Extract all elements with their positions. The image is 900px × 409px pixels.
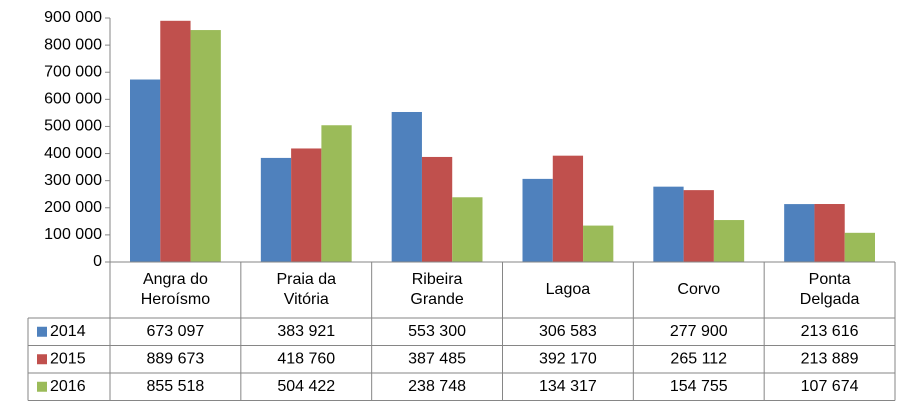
y-tick-label: 700 000: [44, 63, 102, 80]
y-tick-label: 800 000: [44, 36, 102, 53]
data-table-cell: 277 900: [670, 323, 728, 340]
x-tick-label: Ponta: [809, 271, 851, 288]
data-table-cell: 673 097: [146, 323, 204, 340]
bar: [522, 178, 553, 262]
data-table-cell: 392 170: [539, 350, 597, 367]
data-table-cell: 265 112: [670, 350, 727, 367]
y-tick-label: 600 000: [44, 91, 102, 108]
x-tick-label: Heroísmo: [141, 291, 210, 308]
x-tick-label: Vitória: [284, 291, 329, 308]
x-tick-label: Delgada: [800, 291, 860, 308]
data-table-cell: 213 889: [801, 350, 859, 367]
bar: [260, 157, 292, 262]
data-table-cell: 154 755: [670, 378, 728, 395]
data-table-cell: 213 616: [801, 323, 859, 340]
bar: [713, 220, 745, 262]
bar: [784, 204, 815, 262]
bar: [291, 148, 322, 262]
legend-label: 2016: [50, 378, 86, 395]
data-table-cell: 553 300: [408, 323, 466, 340]
data-table-cell: 504 422: [277, 378, 335, 395]
y-tick-label: 200 000: [44, 199, 102, 216]
data-table-cell: 107 674: [801, 378, 859, 395]
data-table-cell: 387 485: [408, 350, 466, 367]
data-table-cell: 134 317: [539, 378, 597, 395]
x-tick-label: Corvo: [677, 281, 720, 298]
data-table-cell: 306 583: [539, 323, 597, 340]
legend-swatch: [37, 354, 47, 365]
bar: [552, 155, 584, 262]
y-tick-label: 300 000: [44, 172, 102, 189]
data-table-cell: 855 518: [146, 378, 204, 395]
x-tick-label: Angra do: [143, 271, 208, 288]
y-tick-label: 100 000: [44, 226, 102, 243]
bar: [844, 232, 875, 262]
data-table-cell: 889 673: [146, 350, 204, 367]
y-tick-label: 900 000: [44, 9, 102, 26]
x-tick-label: Ribeira: [412, 271, 463, 288]
data-table-cell: 238 748: [408, 378, 466, 395]
bar: [814, 204, 845, 262]
legend-swatch: [37, 381, 47, 392]
y-tick-label: 400 000: [44, 145, 102, 162]
bar: [683, 190, 714, 262]
bar: [321, 125, 352, 262]
bar: [190, 30, 221, 262]
bar: [653, 186, 684, 262]
bar: [421, 156, 453, 262]
bar: [160, 20, 191, 263]
x-tick-label: Praia da: [276, 271, 336, 288]
data-table-cell: 383 921: [277, 323, 335, 340]
y-tick-label: 500 000: [44, 118, 102, 135]
bar: [391, 111, 422, 262]
legend-swatch: [37, 326, 47, 337]
legend-label: 2014: [50, 323, 86, 340]
bar: [583, 225, 614, 262]
x-tick-label: Lagoa: [546, 281, 591, 298]
legend-label: 2015: [50, 350, 86, 367]
bar: [452, 197, 483, 262]
x-tick-label: Grande: [410, 291, 463, 308]
y-tick-label: 0: [93, 253, 102, 270]
bar: [130, 79, 161, 262]
data-table-cell: 418 760: [277, 350, 335, 367]
